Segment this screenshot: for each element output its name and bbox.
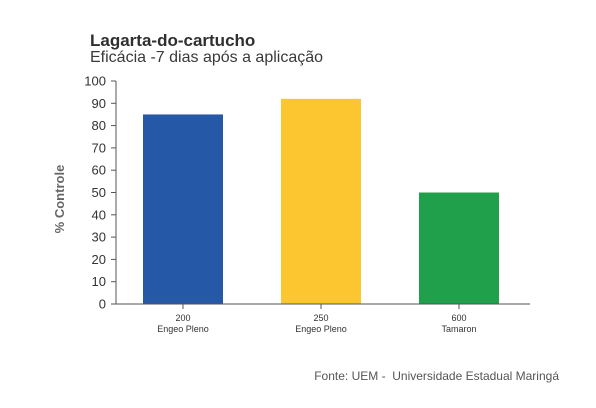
x-tick-label: Tamaron [441, 324, 476, 334]
y-tick-label: 20 [92, 252, 106, 267]
y-axis: 0 10 20 30 40 50 60 70 80 90 100 [84, 74, 117, 312]
y-tick-label: 0 [99, 297, 106, 312]
x-tick-label: 250 [313, 313, 328, 323]
x-tick-label: Engeo Pleno [295, 324, 347, 334]
bar [419, 192, 499, 304]
y-tick-label: 60 [92, 163, 106, 178]
bar [281, 98, 361, 304]
chart-subtitle: Eficácia -7 dias após a aplicação [90, 49, 324, 66]
y-axis-title: % Controle [52, 165, 67, 234]
y-tick-label: 70 [92, 140, 106, 155]
x-tick-label: 200 [175, 313, 190, 323]
x-tick-label: Engeo Pleno [157, 324, 209, 334]
y-tick-label: 50 [92, 185, 106, 200]
y-tick-label: 10 [92, 274, 106, 289]
source-note: Fonte: UEM - Universidade Estadual Marin… [314, 369, 559, 383]
y-tick-label: 30 [92, 230, 106, 245]
x-tick-label: 600 [451, 313, 466, 323]
y-tick-label: 100 [84, 74, 106, 89]
y-tick-label: 80 [92, 118, 106, 133]
bars [143, 98, 499, 304]
chart-title: Lagarta-do-cartucho [90, 31, 256, 50]
y-tick-label: 40 [92, 207, 106, 222]
y-tick-label: 90 [92, 96, 106, 111]
bar [143, 114, 223, 304]
